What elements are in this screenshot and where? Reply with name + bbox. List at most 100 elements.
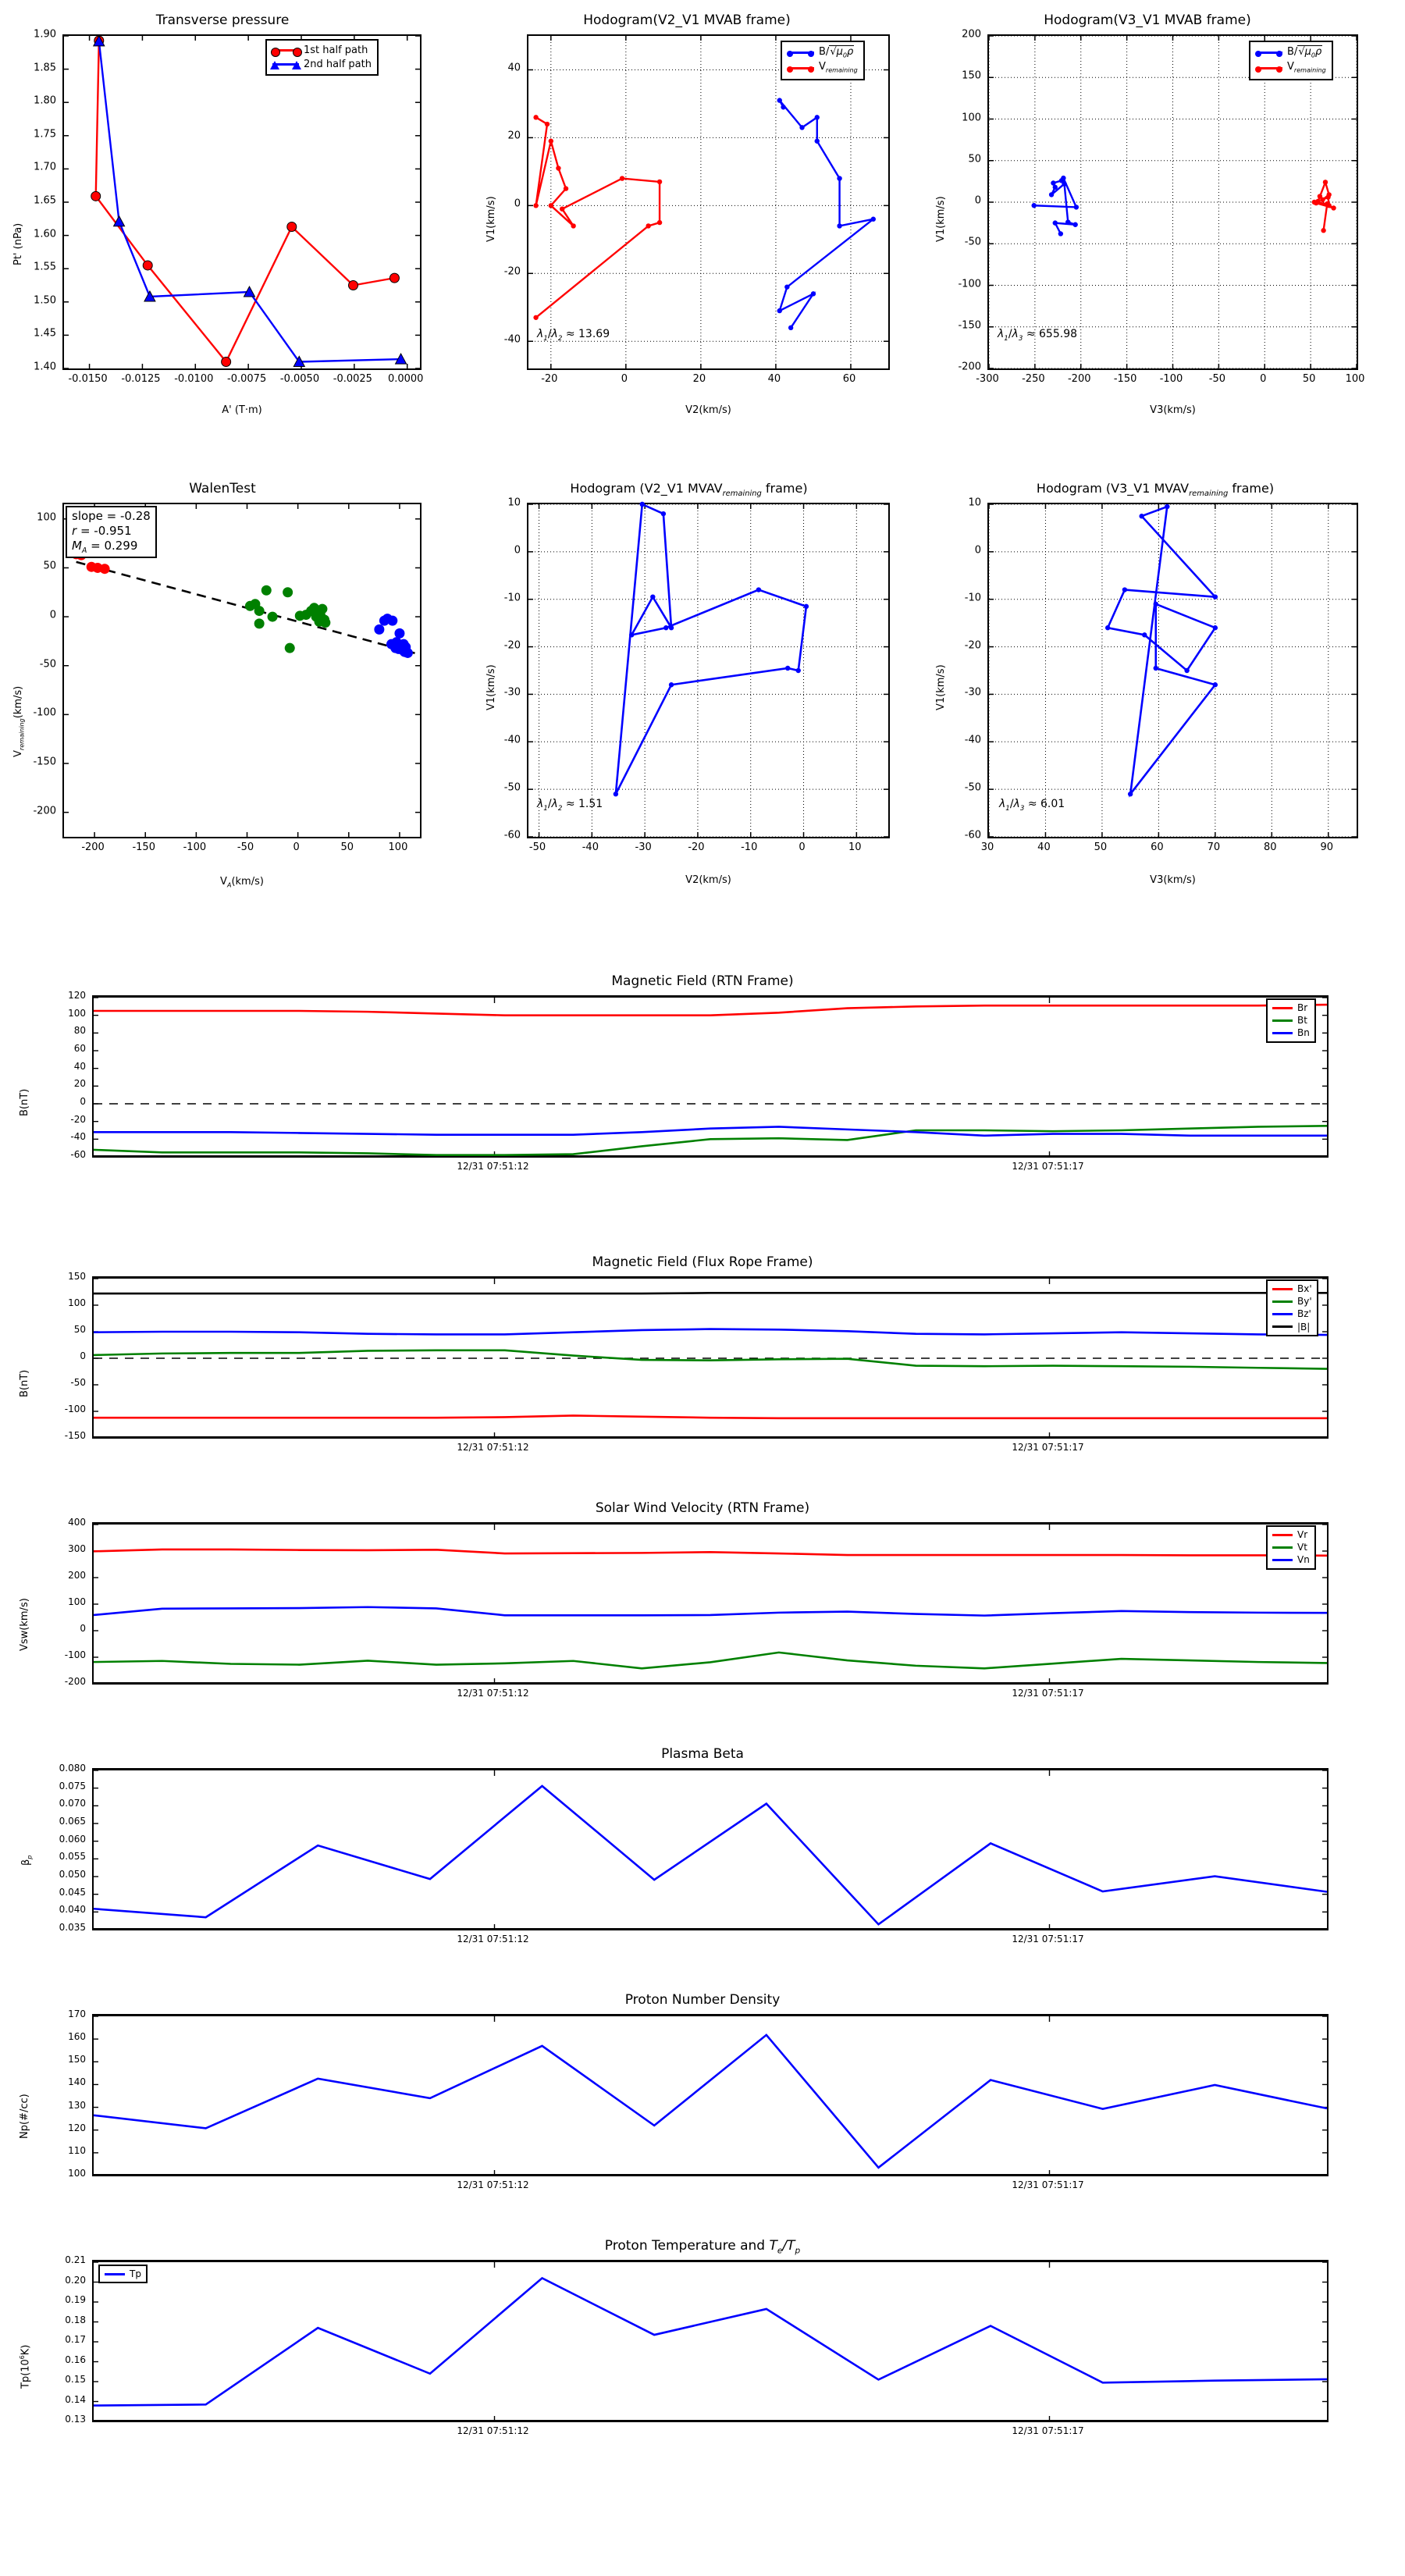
series-group-green xyxy=(244,585,331,653)
x-tick-label: -40 xyxy=(582,841,599,853)
y-tick-label: 1.60 xyxy=(34,228,56,240)
panel-walen-test: WalenTest Vremaining(km/s) slope = -0.28… xyxy=(0,476,437,913)
x-tick-label: 70 xyxy=(1207,841,1221,853)
y-tick-label: 0.070 xyxy=(59,1798,86,1809)
series-vr xyxy=(93,1548,1328,1557)
series-np xyxy=(93,2033,1328,2169)
panel-plasma-beta: Plasma Beta βp 0.080 0.075 0.070 0.065 0.060… xyxy=(0,1745,1405,1979)
y-tick-label: 0 xyxy=(80,1623,86,1634)
y-tick-label: 0 xyxy=(49,609,56,621)
plot-area xyxy=(92,1768,1329,1930)
series-v-remaining xyxy=(1311,179,1336,233)
plot-area xyxy=(92,2014,1329,2176)
legend: Vr Vt Vn xyxy=(1266,1525,1316,1570)
alfven-mach-value: MA = 0.299 xyxy=(72,538,138,555)
x-tick-label: -0.0150 xyxy=(68,373,108,385)
x-tick-label: -30 xyxy=(635,841,652,853)
legend-item-bx: Bx' xyxy=(1272,1283,1312,1295)
x-tick-label: 12/31 07:51:17 xyxy=(1012,1161,1084,1172)
plot-area xyxy=(527,34,890,370)
legend-item-v-remaining: Vremaining xyxy=(787,60,858,75)
y-tick-label: -20 xyxy=(964,639,981,652)
x-tick-label: 12/31 07:51:12 xyxy=(457,1442,529,1453)
panel-title: Hodogram(V3_V1 MVAB frame) xyxy=(1044,12,1251,28)
legend-label: Vt xyxy=(1297,1542,1307,1553)
legend-label: Bt xyxy=(1297,1015,1307,1026)
plot-area xyxy=(92,1522,1329,1685)
legend-item-vr: Vr xyxy=(1272,1528,1310,1541)
y-tick-label: 100 xyxy=(962,112,981,123)
series-bx xyxy=(94,1414,1327,1420)
panel-hodogram-v2v1-mvav: Hodogram (V2_V1 MVAVremaining frame) V1(… xyxy=(468,476,905,913)
y-tick-label: 0.060 xyxy=(59,1833,86,1845)
x-tick-label: 50 xyxy=(340,841,354,853)
legend-label: Br xyxy=(1297,1002,1308,1013)
y-tick-label: 140 xyxy=(68,2076,86,2088)
x-tick-label: -50 xyxy=(237,841,254,853)
y-tick-label: 200 xyxy=(962,28,981,41)
legend-item-alfven-speed: B/√μ0ρ xyxy=(787,45,858,60)
y-axis-label: Vremaining(km/s) xyxy=(12,685,26,757)
y-tick-label: 50 xyxy=(73,1324,86,1335)
red-circle-line-icon xyxy=(271,48,302,58)
x-tick-label: 0 xyxy=(621,373,628,385)
x-axis-label: V2(km/s) xyxy=(685,404,731,416)
x-tick-label: 40 xyxy=(1037,841,1051,853)
legend-item-bz: Bz' xyxy=(1272,1308,1312,1320)
legend-label: 2nd half path xyxy=(304,58,372,70)
x-tick-label: 100 xyxy=(388,841,408,853)
series-bn xyxy=(94,1126,1327,1137)
legend-label: 1st half path xyxy=(304,44,368,56)
plot-area xyxy=(92,995,1329,1158)
y-tick-label: -10 xyxy=(503,592,521,604)
series-vt xyxy=(93,1651,1328,1670)
legend: Tp xyxy=(98,2265,148,2284)
x-tick-label: 12/31 07:51:12 xyxy=(457,1934,529,1944)
y-tick-label: -50 xyxy=(70,1377,86,1388)
y-tick-label: -200 xyxy=(64,1676,86,1687)
y-tick-label: 130 xyxy=(68,2099,86,2111)
series-group-blue xyxy=(374,614,413,658)
y-tick-label: -100 xyxy=(958,278,981,290)
legend-label: By' xyxy=(1297,1296,1312,1308)
y-tick-label: 170 xyxy=(68,2008,86,2019)
legend-label: Bn xyxy=(1297,1027,1310,1039)
y-tick-label: -150 xyxy=(958,319,981,332)
panel-hodogram-v3v1-mvab: Hodogram(V3_V1 MVAB frame) V1(km/s) B/√μ… xyxy=(913,8,1405,429)
x-tick-label: 0 xyxy=(1260,373,1267,385)
y-tick-label: 10 xyxy=(968,496,981,509)
correlation-value: r = -0.951 xyxy=(72,523,132,538)
panel-mag-fluxrope: Magnetic Field (Flux Rope Frame) B(nT) B… xyxy=(0,1253,1405,1487)
legend: B/√μ0ρ Vremaining xyxy=(1249,41,1333,80)
panel-transverse-pressure: Transverse pressure Pt' (nPa) 1st half p… xyxy=(0,8,437,429)
x-tick-label: 12/31 07:51:17 xyxy=(1012,2425,1084,2436)
y-tick-label: 160 xyxy=(68,2031,86,2043)
x-axis-label: V3(km/s) xyxy=(1150,404,1196,416)
panel-title: WalenTest xyxy=(189,481,256,496)
y-tick-label: 50 xyxy=(43,560,56,572)
x-tick-label: 40 xyxy=(767,373,781,385)
y-tick-label: -40 xyxy=(70,1131,86,1143)
series-2nd-half-path xyxy=(92,34,407,367)
legend-label-v-remaining: Vremaining xyxy=(1287,61,1326,75)
series-v xyxy=(1104,503,1218,798)
x-tick-label: -0.0025 xyxy=(333,373,372,385)
x-tick-label: 10 xyxy=(848,841,862,853)
x-tick-label: -200 xyxy=(81,841,105,853)
series-by xyxy=(93,1349,1328,1370)
y-tick-label: -200 xyxy=(33,805,56,817)
legend: B/√μ0ρ Vremaining xyxy=(781,41,865,80)
x-tick-label: 12/31 07:51:12 xyxy=(457,1688,529,1699)
x-tick-label: 20 xyxy=(692,373,706,385)
series-bt xyxy=(93,1125,1328,1157)
panel-proton-temp: Proton Temperature and Te/Tp Tp(106K) Tp… xyxy=(0,2236,1405,2486)
legend-label: |B| xyxy=(1297,1321,1311,1332)
panel-title: Proton Number Density xyxy=(624,1992,781,2008)
legend: Bx' By' Bz' |B| xyxy=(1266,1279,1318,1336)
y-tick-label: -30 xyxy=(964,686,981,699)
y-tick-label: 120 xyxy=(68,990,86,1001)
y-tick-label: -40 xyxy=(964,734,981,746)
y-tick-label: -50 xyxy=(964,236,981,248)
y-tick-label: 1.50 xyxy=(34,294,56,307)
y-tick-label: 100 xyxy=(68,1007,86,1019)
